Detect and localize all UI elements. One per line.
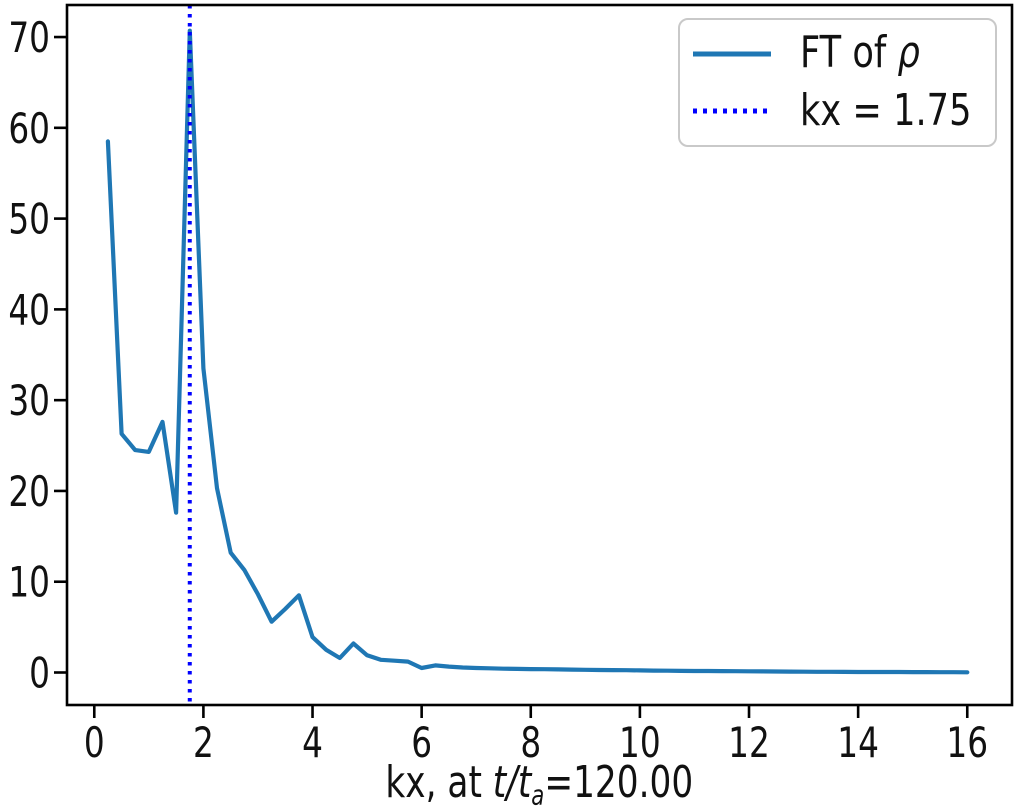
legend-label-ft-text: FT of bbox=[800, 27, 898, 79]
x-tick-label: 12 bbox=[728, 718, 770, 767]
x-axis-label-math: t/ta bbox=[493, 757, 545, 807]
y-tick-label: 60 bbox=[8, 104, 50, 153]
legend-item-vline: kx = 1.75 bbox=[692, 85, 995, 137]
legend-label-kx: kx = 1.75 bbox=[800, 85, 972, 137]
legend-label-rho-symbol: ρ bbox=[897, 27, 920, 79]
x-tick-label: 14 bbox=[837, 718, 879, 767]
x-axis-label: kx, at t/ta=120.00 bbox=[67, 761, 1012, 807]
x-tick-label: 6 bbox=[411, 718, 432, 767]
y-tick-label: 20 bbox=[8, 467, 50, 516]
legend-item-ft-line: FT of ρ bbox=[692, 29, 995, 77]
x-tick-label: 2 bbox=[193, 718, 214, 767]
y-tick-label: 50 bbox=[8, 195, 50, 244]
y-tick-label: 70 bbox=[8, 13, 50, 62]
legend-label-ft: FT of ρ bbox=[800, 29, 920, 77]
x-tick-label: 0 bbox=[84, 718, 105, 767]
x-axis-label-subscript: a bbox=[531, 780, 545, 807]
y-tick-label: 30 bbox=[8, 376, 50, 425]
solid-line-sample bbox=[693, 51, 771, 57]
y-tick-label: 40 bbox=[8, 285, 50, 334]
x-tick-label: 16 bbox=[946, 718, 988, 767]
dotted-line-sample bbox=[693, 108, 771, 114]
x-axis-label-text: kx, at t/ta=120.00 bbox=[386, 761, 694, 807]
plot-border bbox=[65, 3, 1014, 707]
x-tick-label: 8 bbox=[520, 718, 541, 767]
x-tick-label: 4 bbox=[302, 718, 323, 767]
x-axis-label-t-over-t: t/t bbox=[493, 757, 532, 807]
x-tick-label: 10 bbox=[619, 718, 661, 767]
ft-of-rho-line bbox=[105, 28, 970, 675]
y-tick-label: 10 bbox=[8, 558, 50, 607]
x-axis-label-prefix: kx, at bbox=[385, 757, 494, 807]
y-tick-label: 0 bbox=[29, 648, 50, 697]
legend: FT of ρ kx = 1.75 bbox=[678, 18, 997, 147]
x-axis-label-suffix: =120.00 bbox=[544, 757, 694, 807]
